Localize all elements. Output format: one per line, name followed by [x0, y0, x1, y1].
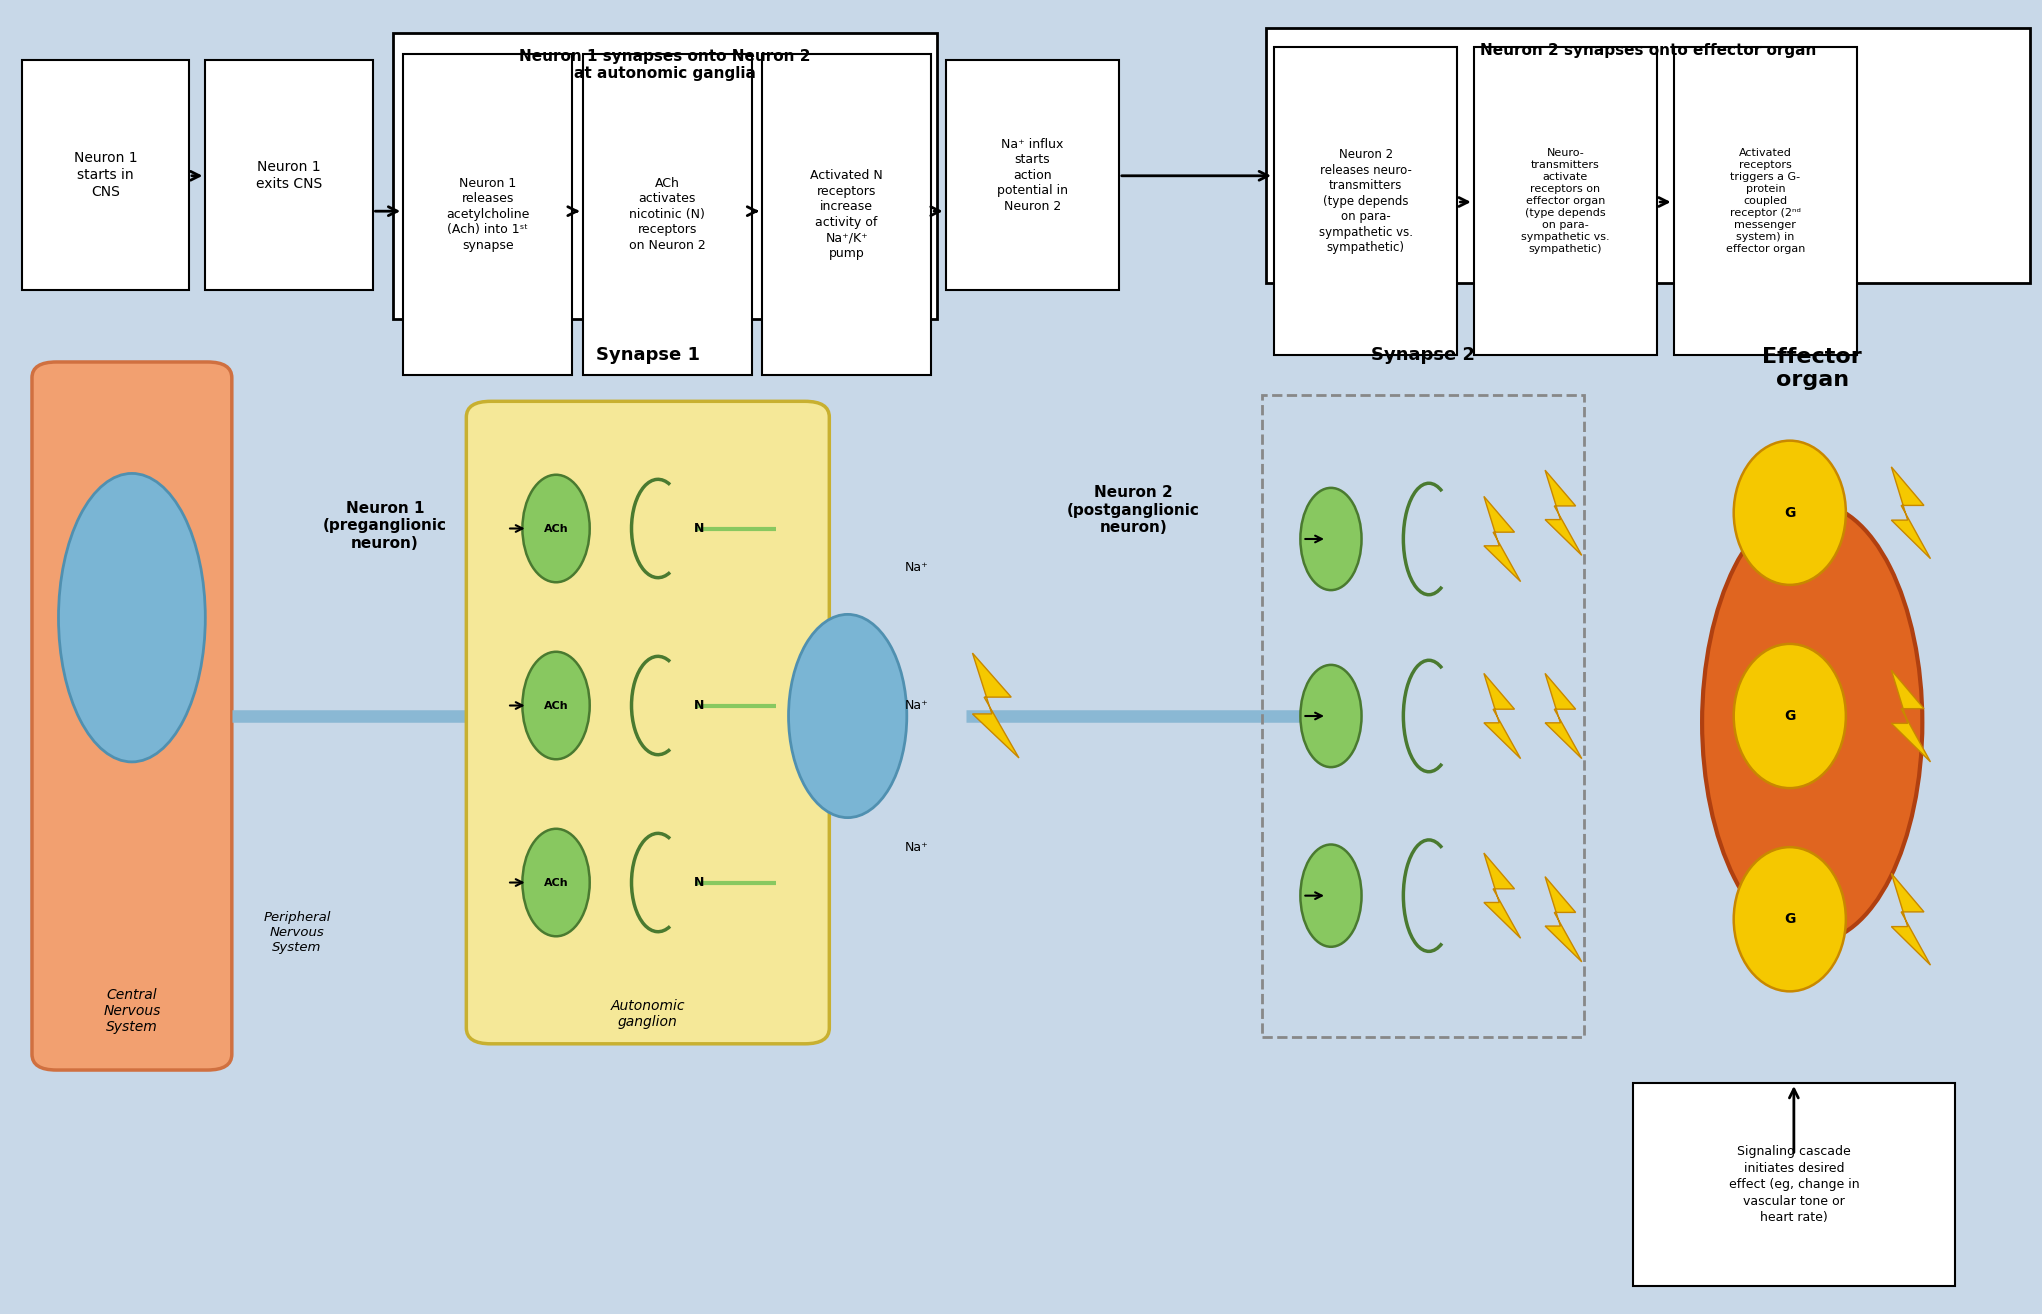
Ellipse shape: [1301, 665, 1362, 767]
Text: Effector
organ: Effector organ: [1762, 347, 1862, 390]
Bar: [1634, 1083, 1954, 1286]
Text: G: G: [1785, 710, 1795, 723]
Ellipse shape: [1301, 487, 1362, 590]
Polygon shape: [1485, 673, 1521, 758]
Text: Neuron 1
(preganglionic
neuron): Neuron 1 (preganglionic neuron): [323, 501, 447, 551]
Text: Activated
receptors
triggers a G-
protein
coupled
receptor (2ⁿᵈ
messenger
system: Activated receptors triggers a G- protei…: [1725, 148, 1805, 255]
Text: Na⁺ influx
starts
action
potential in
Neuron 2: Na⁺ influx starts action potential in Ne…: [996, 138, 1068, 213]
Ellipse shape: [59, 473, 206, 762]
Bar: [945, 60, 1119, 290]
Polygon shape: [1485, 853, 1521, 938]
Text: N: N: [694, 699, 704, 712]
Polygon shape: [1546, 673, 1583, 758]
Ellipse shape: [1734, 440, 1846, 585]
Ellipse shape: [1734, 644, 1846, 788]
Text: Synapse 2: Synapse 2: [1370, 347, 1474, 364]
Bar: [392, 33, 937, 319]
Text: Signaling cascade
initiates desired
effect (eg, change in
vascular tone or
heart: Signaling cascade initiates desired effe…: [1728, 1146, 1858, 1225]
Text: Na⁺: Na⁺: [905, 561, 929, 574]
Text: Activated N
receptors
increase
activity of
Na⁺/K⁺
pump: Activated N receptors increase activity …: [811, 170, 882, 260]
Text: Neuro-
transmitters
activate
receptors on
effector organ
(type depends
on para-
: Neuro- transmitters activate receptors o…: [1521, 148, 1609, 255]
Text: ACh: ACh: [543, 700, 568, 711]
Bar: [582, 54, 751, 374]
Bar: [762, 54, 931, 374]
Text: G: G: [1785, 912, 1795, 926]
Text: Neuron 2
releases neuro-
transmitters
(type depends
on para-
sympathetic vs.
sym: Neuron 2 releases neuro- transmitters (t…: [1319, 148, 1413, 255]
Polygon shape: [1891, 670, 1930, 762]
Text: Neuron 1
starts in
CNS: Neuron 1 starts in CNS: [74, 151, 137, 198]
Text: Na⁺: Na⁺: [905, 841, 929, 854]
Text: Synapse 1: Synapse 1: [596, 347, 700, 364]
Text: N: N: [694, 522, 704, 535]
Ellipse shape: [523, 829, 590, 937]
Ellipse shape: [788, 615, 907, 817]
Bar: [402, 54, 572, 374]
Ellipse shape: [523, 474, 590, 582]
Text: G: G: [1785, 506, 1795, 520]
Bar: [206, 60, 372, 290]
Text: Peripheral
Nervous
System: Peripheral Nervous System: [263, 911, 331, 954]
Text: N: N: [694, 876, 704, 890]
Text: ACh: ACh: [543, 523, 568, 533]
Ellipse shape: [1734, 848, 1846, 991]
Text: Neuron 1 synapses onto Neuron 2
at autonomic ganglia: Neuron 1 synapses onto Neuron 2 at auton…: [519, 49, 811, 81]
Bar: [1674, 47, 1856, 355]
Ellipse shape: [1703, 503, 1922, 942]
Text: Neuron 2 synapses onto effector organ: Neuron 2 synapses onto effector organ: [1480, 43, 1815, 58]
Text: Neuron 1
releases
acetylcholine
(Ach) into 1ˢᵗ
synapse: Neuron 1 releases acetylcholine (Ach) in…: [445, 177, 529, 252]
Text: ACh
activates
nicotinic (N)
receptors
on Neuron 2: ACh activates nicotinic (N) receptors on…: [629, 177, 707, 252]
Text: Neuron 1
exits CNS: Neuron 1 exits CNS: [255, 160, 323, 191]
Text: Central
Nervous
System: Central Nervous System: [104, 988, 161, 1034]
Ellipse shape: [523, 652, 590, 759]
Text: Neuron 2
(postganglionic
neuron): Neuron 2 (postganglionic neuron): [1066, 485, 1199, 535]
Bar: [22, 60, 190, 290]
Polygon shape: [1485, 497, 1521, 582]
Ellipse shape: [1301, 845, 1362, 947]
Text: ACh: ACh: [543, 878, 568, 887]
Polygon shape: [1546, 470, 1583, 556]
Polygon shape: [1891, 466, 1930, 558]
Bar: [1262, 394, 1585, 1037]
FancyBboxPatch shape: [466, 401, 829, 1043]
Bar: [1274, 47, 1458, 355]
Bar: [1474, 47, 1658, 355]
Text: Na⁺: Na⁺: [905, 699, 929, 712]
Text: Autonomic
ganglion: Autonomic ganglion: [611, 999, 684, 1029]
Bar: [1266, 28, 2030, 284]
Polygon shape: [1546, 876, 1583, 962]
Polygon shape: [972, 653, 1019, 758]
Polygon shape: [1891, 874, 1930, 966]
FancyBboxPatch shape: [33, 361, 233, 1070]
